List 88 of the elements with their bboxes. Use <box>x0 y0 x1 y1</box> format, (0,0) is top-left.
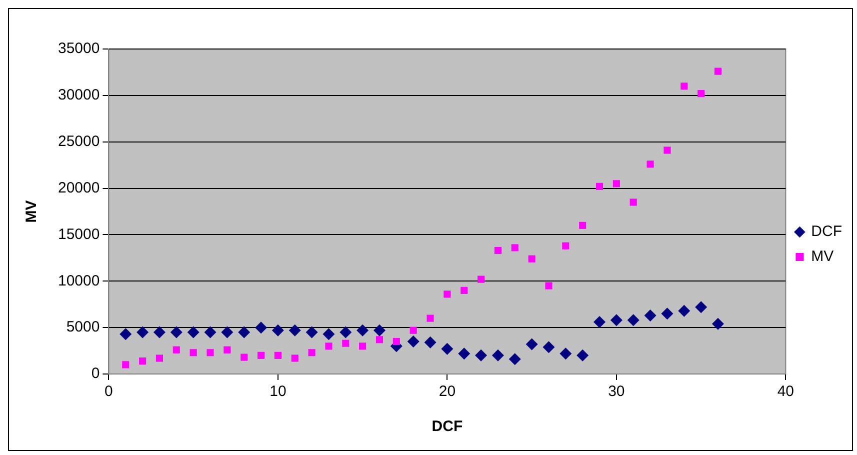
point <box>206 349 214 356</box>
point <box>340 326 352 338</box>
point <box>255 322 268 334</box>
point <box>288 324 301 336</box>
point <box>274 352 282 359</box>
x-tick-label: 30 <box>608 383 625 400</box>
point <box>695 301 708 314</box>
point <box>492 349 504 362</box>
point <box>190 349 197 356</box>
y-tick-label: 35000 <box>58 40 100 58</box>
point <box>359 342 366 350</box>
point <box>221 326 234 338</box>
y-tick-label: 10000 <box>58 272 100 290</box>
point <box>458 348 470 360</box>
point <box>644 310 656 322</box>
point <box>356 324 369 336</box>
point <box>712 318 724 330</box>
point <box>444 290 451 298</box>
y-tick-label: 0 <box>91 365 100 382</box>
point <box>325 342 332 350</box>
point <box>576 349 589 362</box>
y-tick-label: 5000 <box>66 318 100 336</box>
point <box>376 336 384 344</box>
point <box>136 326 149 338</box>
y-axis-title: MV <box>23 200 40 223</box>
point <box>478 276 485 283</box>
y-tick-label: 15000 <box>58 226 100 243</box>
y-tick-label: 25000 <box>58 133 100 150</box>
point <box>714 68 722 75</box>
point <box>224 346 231 354</box>
point <box>257 352 265 359</box>
x-tick-label: 40 <box>777 383 794 400</box>
point <box>612 180 620 188</box>
point <box>407 336 420 348</box>
point <box>204 326 216 338</box>
point <box>562 242 570 250</box>
point <box>272 324 284 336</box>
point <box>627 314 640 326</box>
point <box>410 326 417 334</box>
point <box>528 255 536 262</box>
x-tick-label: 20 <box>438 383 456 400</box>
point <box>139 357 146 365</box>
point <box>306 326 318 338</box>
point <box>342 340 350 347</box>
point <box>122 361 130 368</box>
point <box>678 304 690 317</box>
point <box>322 328 335 340</box>
x-tick-label: 10 <box>270 383 286 400</box>
point <box>494 246 502 254</box>
point <box>156 354 164 362</box>
y-tick-label: 20000 <box>58 179 100 196</box>
x-axis-title: DCF <box>432 418 463 436</box>
point <box>170 326 182 338</box>
point <box>475 349 488 362</box>
point <box>680 82 688 90</box>
point <box>596 182 604 190</box>
point <box>308 349 316 356</box>
point <box>661 308 674 320</box>
x-tick-label: 0 <box>104 383 113 400</box>
point <box>664 146 671 154</box>
point <box>594 316 606 328</box>
legend-label: DCF <box>811 223 842 240</box>
point <box>545 282 552 290</box>
point <box>579 222 586 229</box>
point <box>630 198 637 206</box>
point <box>426 314 434 322</box>
point <box>441 342 454 355</box>
point <box>187 326 200 338</box>
point <box>610 314 622 326</box>
point <box>508 353 521 366</box>
point <box>511 244 518 252</box>
point <box>560 348 572 360</box>
point <box>172 346 180 354</box>
point <box>526 338 538 350</box>
y-tick-label: 30000 <box>58 86 100 104</box>
point <box>392 338 400 346</box>
point <box>291 354 298 362</box>
point <box>424 336 436 348</box>
point <box>238 326 250 338</box>
point <box>542 341 555 354</box>
point <box>120 328 132 340</box>
point <box>646 160 654 168</box>
legend-label: MV <box>811 248 834 266</box>
point <box>153 326 166 338</box>
point <box>240 354 248 361</box>
point <box>460 286 468 294</box>
point <box>698 90 705 98</box>
point <box>373 324 386 336</box>
